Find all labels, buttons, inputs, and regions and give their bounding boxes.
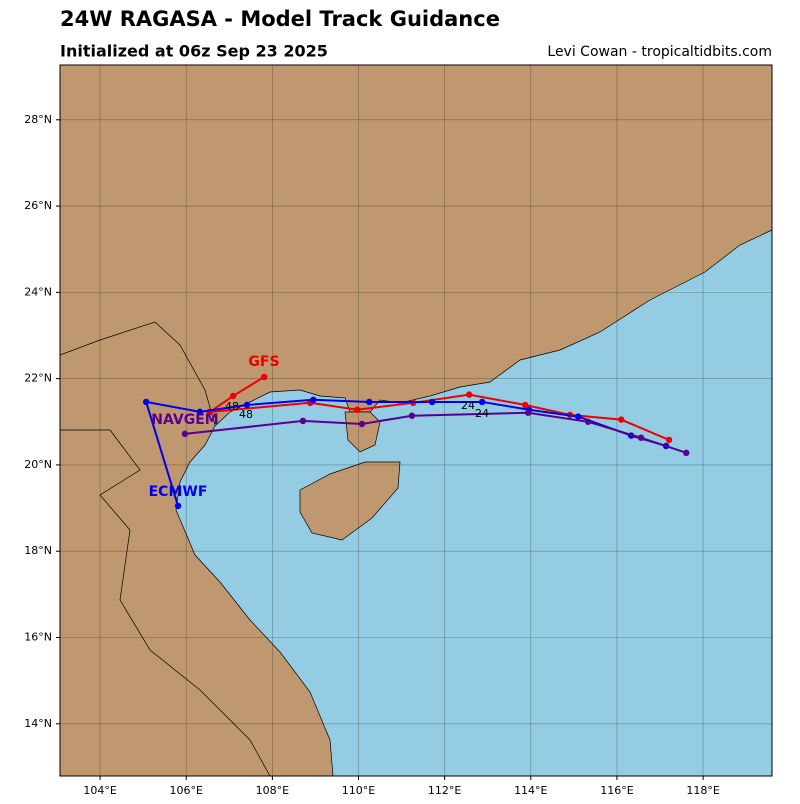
track-point — [354, 406, 361, 413]
x-tick-label: 110°E — [342, 784, 375, 797]
y-tick-label: 20°N — [24, 458, 52, 471]
track-point — [229, 392, 237, 400]
track-point — [310, 396, 317, 403]
y-tick-label: 24°N — [24, 285, 52, 298]
y-tick-label: 18°N — [24, 544, 52, 557]
track-point — [174, 502, 182, 510]
track-point — [358, 420, 366, 428]
map — [60, 65, 772, 776]
track-point — [243, 401, 251, 409]
y-tick-label: 26°N — [24, 199, 52, 212]
track-point — [465, 391, 473, 398]
track-point — [196, 408, 204, 416]
x-tick-label: 118°E — [686, 784, 719, 797]
x-tick-label: 106°E — [169, 784, 202, 797]
track-point — [521, 401, 529, 409]
track-label: GFS — [248, 354, 279, 370]
chart-title: 24W RAGASA - Model Track Guidance — [60, 7, 500, 31]
track-point — [408, 412, 416, 419]
track-line — [184, 411, 687, 454]
track-point — [618, 416, 625, 423]
border — [60, 321, 271, 776]
chart-subtitle: Initialized at 06z Sep 23 2025 — [60, 42, 328, 61]
x-tick-label: 114°E — [514, 784, 547, 797]
sea — [175, 229, 772, 776]
y-tick-label: 28°N — [24, 113, 52, 126]
x-tick-label: 104°E — [83, 784, 116, 797]
hour-label: 24 — [461, 399, 475, 412]
track-label: NAVGEM — [151, 412, 218, 428]
track-point — [584, 418, 592, 425]
frame — [59, 64, 773, 777]
track-point — [366, 398, 373, 406]
x-tick-label: 116°E — [600, 784, 633, 797]
hour-label: 48 — [225, 400, 239, 413]
y-tick-label: 22°N — [24, 372, 52, 385]
hour-label: 48 — [239, 408, 253, 421]
hainan — [299, 461, 401, 541]
track-point — [525, 409, 532, 416]
track-point — [665, 436, 673, 444]
hour-label: 24 — [475, 407, 489, 420]
track-point — [478, 398, 486, 406]
track-point — [637, 434, 645, 441]
x-tick-label: 112°E — [428, 784, 461, 797]
track-point — [142, 398, 150, 406]
y-tick-label: 14°N — [24, 717, 52, 730]
track-point — [181, 430, 189, 438]
y-tick-label: 16°N — [24, 631, 52, 644]
track-point — [260, 373, 268, 381]
x-tick-label: 108°E — [256, 784, 289, 797]
track-point — [574, 413, 582, 420]
track-point — [428, 398, 436, 406]
track-point — [299, 417, 307, 425]
track-point — [683, 449, 690, 457]
credit: Levi Cowan - tropicaltidbits.com — [547, 44, 772, 60]
track-label: ECMWF — [149, 484, 208, 500]
